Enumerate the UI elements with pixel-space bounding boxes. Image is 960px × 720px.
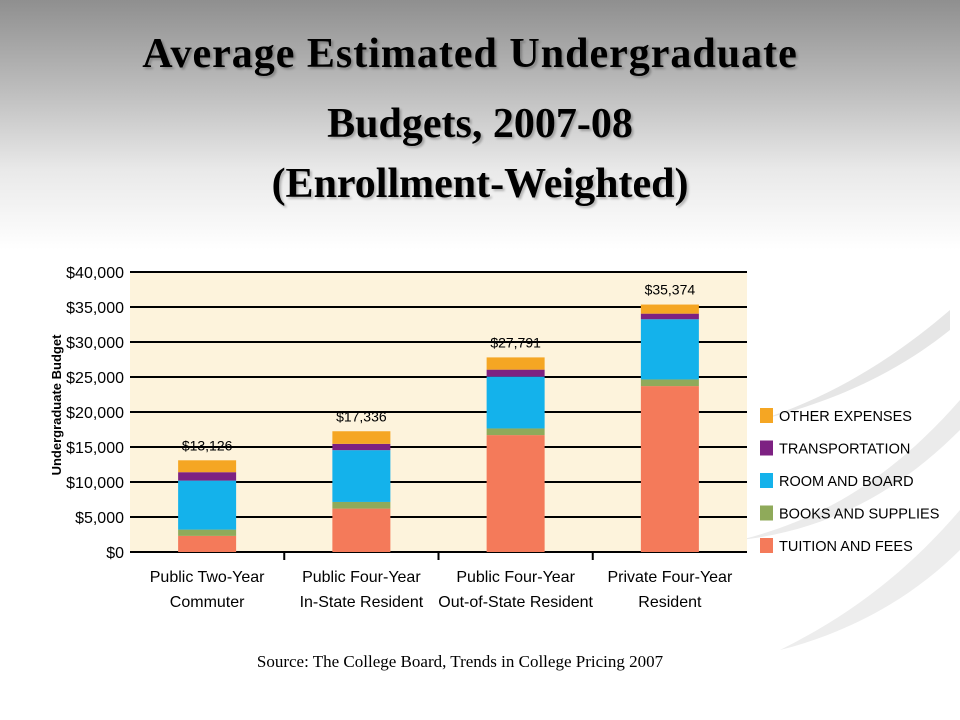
y-tick-label: $40,000 xyxy=(66,265,124,282)
x-tick-label: Resident xyxy=(638,594,702,611)
y-tick-label: $20,000 xyxy=(66,405,124,422)
y-tick-label: $25,000 xyxy=(66,370,124,387)
legend-label: TRANSPORTATION xyxy=(779,442,910,458)
x-tick-label: Public Two-Year xyxy=(150,569,265,586)
bar-segment xyxy=(640,304,699,314)
bar-segment xyxy=(178,535,237,552)
bar-total-label: $17,336 xyxy=(336,408,387,424)
bar-segment xyxy=(178,529,237,536)
bar-segment xyxy=(332,443,391,451)
y-tick-label: $5,000 xyxy=(75,510,124,527)
y-tick-label: $0 xyxy=(106,545,124,562)
bar-total-label: $13,126 xyxy=(182,437,233,453)
slide-title-line-3: (Enrollment-Weighted) xyxy=(271,161,689,207)
y-tick-label: $30,000 xyxy=(66,335,124,352)
slide-title-line-1: Average Estimated Undergraduate xyxy=(142,31,798,77)
bar-segment xyxy=(178,472,237,481)
bar-segment xyxy=(486,428,545,436)
bar-segment xyxy=(486,357,545,370)
y-tick-label: $35,000 xyxy=(66,300,124,317)
bar-segment xyxy=(486,369,545,377)
legend-label: TUITION AND FEES xyxy=(779,539,913,555)
x-tick-label: Public Four-Year xyxy=(302,569,421,586)
bar-segment xyxy=(486,435,545,552)
legend-swatch xyxy=(760,473,773,488)
y-axis-label: Undergraduate Budget xyxy=(49,334,64,476)
legend-label: OTHER EXPENSES xyxy=(779,409,912,425)
x-tick-label: Out-of-State Resident xyxy=(438,594,593,611)
source-note: Source: The College Board, Trends in Col… xyxy=(256,652,664,671)
bar-segment xyxy=(640,386,699,552)
legend-label: BOOKS AND SUPPLIES xyxy=(779,507,939,523)
legend-swatch xyxy=(760,538,773,553)
legend-swatch xyxy=(760,440,773,456)
y-tick-label: $10,000 xyxy=(66,475,124,492)
bar-segment xyxy=(486,376,545,429)
decorative-swoosh xyxy=(740,310,960,650)
y-tick-label: $15,000 xyxy=(66,440,124,457)
bar-segment xyxy=(640,313,699,320)
x-tick-label: Commuter xyxy=(170,594,245,611)
legend-label: ROOM AND BOARD xyxy=(779,474,914,490)
legend-swatch xyxy=(760,408,773,423)
slide-title-line-2: Budgets, 2007-08 xyxy=(327,101,633,147)
bar-segment xyxy=(332,508,391,552)
bar-segment xyxy=(332,431,391,444)
x-tick-label: In-State Resident xyxy=(300,594,424,611)
bar-segment xyxy=(178,480,237,530)
bar-segment xyxy=(640,319,699,380)
bar-segment xyxy=(640,379,699,387)
x-tick-label: Public Four-Year xyxy=(456,569,575,586)
bar-segment xyxy=(332,450,391,502)
bar-total-label: $27,791 xyxy=(490,334,541,350)
legend-swatch xyxy=(760,505,773,521)
bar-segment xyxy=(332,501,391,509)
bar-segment xyxy=(178,460,237,473)
bar-total-label: $35,374 xyxy=(645,282,696,298)
x-tick-label: Private Four-Year xyxy=(607,569,732,586)
